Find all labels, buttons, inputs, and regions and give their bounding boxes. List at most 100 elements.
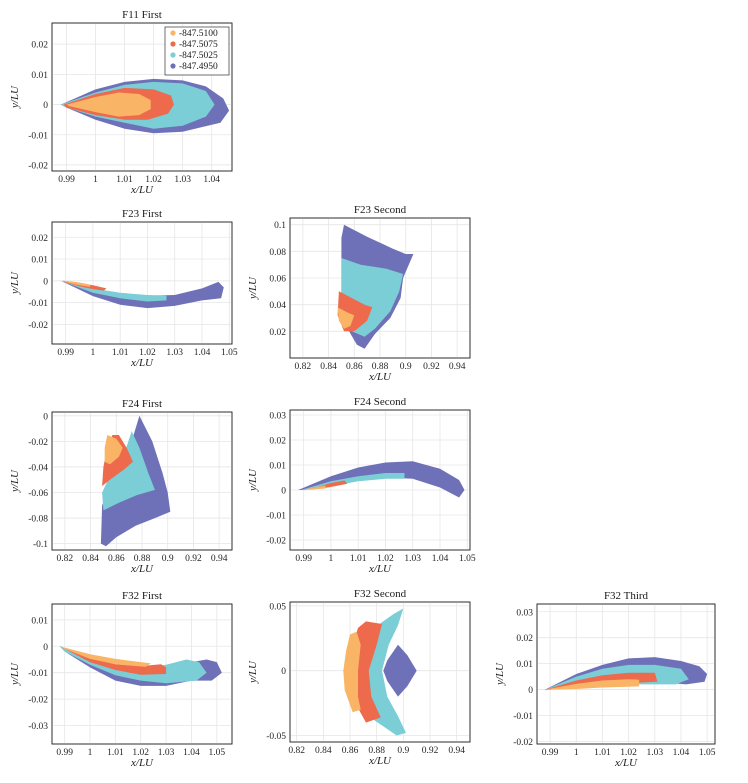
y-tick-label: -0.01 <box>513 712 533 722</box>
x-tick-label: 0.99 <box>58 175 75 185</box>
x-tick-label: 0.86 <box>346 362 363 372</box>
y-tick-label: 0 <box>43 101 48 111</box>
legend-marker-3 <box>170 52 176 58</box>
legend: -847.5100-847.5075-847.5025-847.4950 <box>164 26 230 76</box>
y-tick-label: 0.01 <box>31 71 48 81</box>
x-tick-label: 1 <box>329 554 334 564</box>
x-tick-label: 1.02 <box>377 554 394 564</box>
x-tick-label: 0.99 <box>56 748 73 758</box>
y-tick-label: -0.08 <box>28 515 48 525</box>
x-tick-label: 1.01 <box>116 175 133 185</box>
x-tick-label: 1.01 <box>350 554 367 564</box>
data-regions <box>298 461 465 498</box>
legend-label: -847.5100 <box>179 29 218 39</box>
x-tick-label: 0.88 <box>368 746 385 756</box>
series-2-region <box>59 646 167 675</box>
x-tick-label: 0.94 <box>448 746 465 756</box>
data-regions <box>544 657 708 690</box>
legend-box <box>164 26 230 76</box>
y-tick-label: 0.03 <box>516 608 533 618</box>
x-tick-label: 0.99 <box>542 748 559 758</box>
y-tick-label: 0.05 <box>269 602 286 612</box>
plot-border <box>51 603 233 745</box>
y-axis-label: y/LU <box>9 469 21 493</box>
x-tick-label: 0.92 <box>422 746 439 756</box>
y-tick-label: 0.02 <box>516 634 533 644</box>
x-tick-label: 0.82 <box>57 554 74 564</box>
x-tick-label: 1.04 <box>432 554 449 564</box>
y-tick-label: -0.01 <box>28 299 48 309</box>
y-tick-label: -0.06 <box>28 489 48 499</box>
chart-panel-7: 0.82 0.84 0.86 0.88 0.9 0.92 0.94 0.05 0 -0.05 F32… <box>247 588 471 767</box>
y-tick-label: -0.1 <box>33 540 48 550</box>
data-regions <box>60 78 230 134</box>
series-1-region <box>544 679 640 690</box>
x-tick-label: 1.04 <box>183 748 200 758</box>
chart-panel-6: 0.99 1 1.01 1.02 1.03 1.04 1.05 0.01 0 -0.01 -0.02… <box>9 590 233 769</box>
chart-panel-8: 0.99 1 1.01 1.02 1.03 1.04 1.05 0.03 0.02 0.01 0 -0… <box>494 590 716 769</box>
x-tick-label: 1.02 <box>620 748 637 758</box>
x-tick-label: 1 <box>88 748 93 758</box>
series-3-region <box>102 431 155 511</box>
x-tick-label: 0.94 <box>211 554 228 564</box>
x-tick-label: 1.03 <box>158 748 175 758</box>
x-axis-label: x/LU <box>130 357 154 369</box>
y-tick-label: 0 <box>43 643 48 653</box>
y-tick-label: 0.01 <box>31 256 48 266</box>
x-tick-label: 1.03 <box>174 175 191 185</box>
y-axis-label: y/LU <box>9 271 21 295</box>
x-axis-label: x/LU <box>368 371 392 383</box>
chart-title: F23 First <box>122 208 162 220</box>
x-tick-label: 0.99 <box>295 554 312 564</box>
y-tick-label: 0.02 <box>269 328 286 338</box>
y-axis-label: y/LU <box>494 662 506 686</box>
plot-border <box>51 411 233 551</box>
data-regions <box>100 415 171 547</box>
chart-title: F24 First <box>122 398 162 410</box>
legend-label: -847.4950 <box>179 62 218 72</box>
x-axis-label: x/LU <box>614 757 638 769</box>
x-tick-label: 1.01 <box>107 748 124 758</box>
x-tick-label: 0.9 <box>162 554 174 564</box>
y-tick-label: 0 <box>281 667 286 677</box>
x-tick-label: 1.05 <box>208 748 225 758</box>
chart-panel-3: 0.82 0.84 0.86 0.88 0.9 0.92 0.94 0.1 0.08 0.06 0.… <box>247 204 471 383</box>
x-axis-label: x/LU <box>130 184 154 196</box>
x-tick-label: 0.86 <box>108 554 125 564</box>
y-tick-label: 0.02 <box>269 437 286 447</box>
x-tick-label: 1.04 <box>673 748 690 758</box>
y-tick-label: -0.02 <box>513 738 533 748</box>
series-3-region <box>59 646 207 684</box>
y-tick-label: 0 <box>43 277 48 287</box>
legend-marker-1 <box>170 30 176 36</box>
plot-border <box>536 603 716 745</box>
y-tick-label: -0.02 <box>28 696 48 706</box>
y-axis-label: y/LU <box>9 85 21 109</box>
plot-border <box>289 217 471 359</box>
series-1-region <box>62 280 91 287</box>
y-tick-label: 0.08 <box>269 248 286 258</box>
x-tick-label: 0.84 <box>320 362 337 372</box>
x-tick-label: 1 <box>93 175 98 185</box>
chart-title: F23 Second <box>354 204 407 216</box>
x-tick-label: 1.02 <box>145 175 162 185</box>
y-tick-label: -0.01 <box>266 512 286 522</box>
chart-panel-2: 0.99 1 1.01 1.02 1.03 1.04 1.05 0.02 0.01 0 -0.01 -… <box>9 208 238 369</box>
plot-border <box>289 601 471 743</box>
chart-title: F11 First <box>122 9 162 21</box>
plot-border <box>51 22 233 172</box>
series-4-region <box>383 644 417 697</box>
x-tick-label: 1.05 <box>221 348 238 358</box>
y-tick-label: 0.03 <box>269 412 286 422</box>
x-tick-label: 0.86 <box>342 746 359 756</box>
y-tick-label: 0 <box>528 686 533 696</box>
x-tick-label: 1.03 <box>646 748 663 758</box>
series-4-region <box>60 280 224 309</box>
x-tick-label: 0.88 <box>372 362 389 372</box>
chart-panel-1: 0.99 1 1.01 1.02 1.03 1.04 0.02 0.01 0 -0.01 -0.02… <box>9 9 233 196</box>
y-tick-label: 0.02 <box>31 41 48 51</box>
y-tick-label: 0.01 <box>31 616 48 626</box>
plot-border <box>289 409 471 551</box>
chart-panel-4: 0.82 0.84 0.86 0.88 0.9 0.92 0.94 0 -0.02 -0.04 -0… <box>9 398 233 575</box>
